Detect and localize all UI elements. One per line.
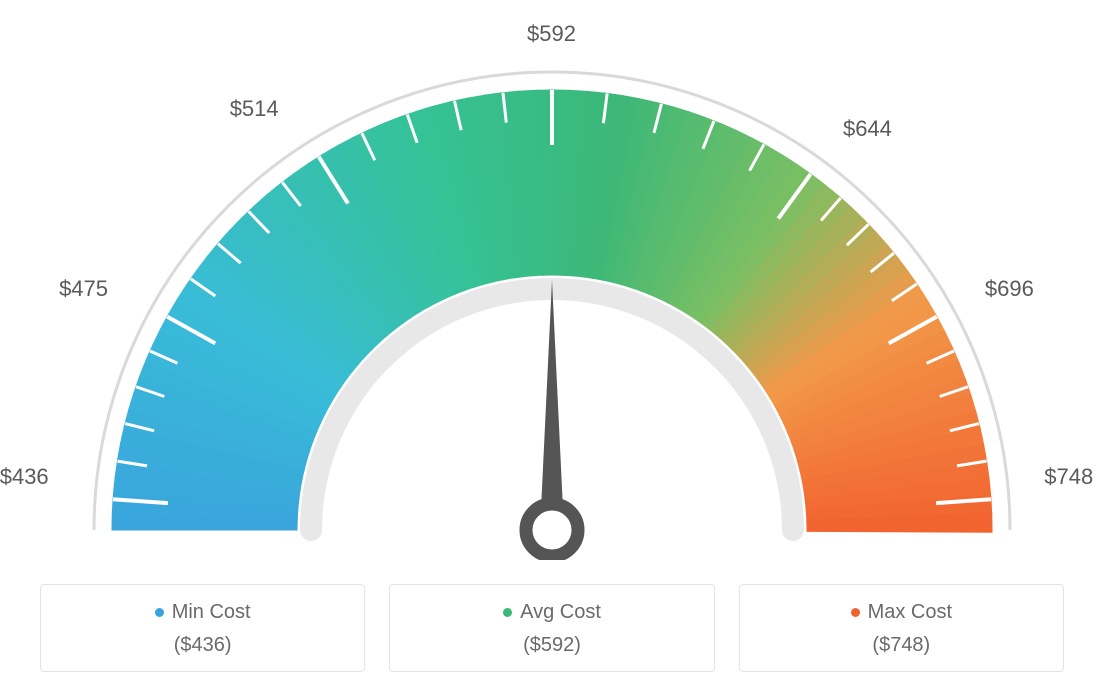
- legend-title-min: Min Cost: [51, 601, 354, 624]
- cost-gauge-chart: $436 $475 $514 $592 $644 $696 $748 Min Cost ($…: [0, 0, 1104, 690]
- legend-value-avg: ($592): [400, 634, 703, 657]
- legend-dot-max: [851, 608, 860, 617]
- gauge-svg: [0, 0, 1104, 560]
- gauge-area: $436 $475 $514 $592 $644 $696 $748: [0, 0, 1104, 560]
- legend-title-avg: Avg Cost: [400, 601, 703, 624]
- legend-box-avg: Avg Cost ($592): [389, 584, 714, 672]
- legend-row: Min Cost ($436) Avg Cost ($592) Max Cost…: [40, 584, 1064, 672]
- legend-label-min: Min Cost: [172, 601, 251, 623]
- legend-dot-avg: [503, 608, 512, 617]
- gauge-tick-label: $592: [527, 21, 576, 47]
- legend-title-max: Max Cost: [750, 601, 1053, 624]
- gauge-tick-label: $696: [985, 276, 1034, 302]
- legend-box-max: Max Cost ($748): [739, 584, 1064, 672]
- gauge-tick-label: $436: [0, 464, 49, 490]
- gauge-tick-label: $514: [230, 96, 279, 122]
- gauge-tick-label: $748: [1044, 464, 1093, 490]
- gauge-tick-label: $644: [843, 116, 892, 142]
- legend-dot-min: [155, 608, 164, 617]
- gauge-tick-label: $475: [59, 276, 108, 302]
- legend-value-max: ($748): [750, 634, 1053, 657]
- legend-box-min: Min Cost ($436): [40, 584, 365, 672]
- legend-value-min: ($436): [51, 634, 354, 657]
- legend-label-avg: Avg Cost: [520, 601, 601, 623]
- legend-label-max: Max Cost: [868, 601, 952, 623]
